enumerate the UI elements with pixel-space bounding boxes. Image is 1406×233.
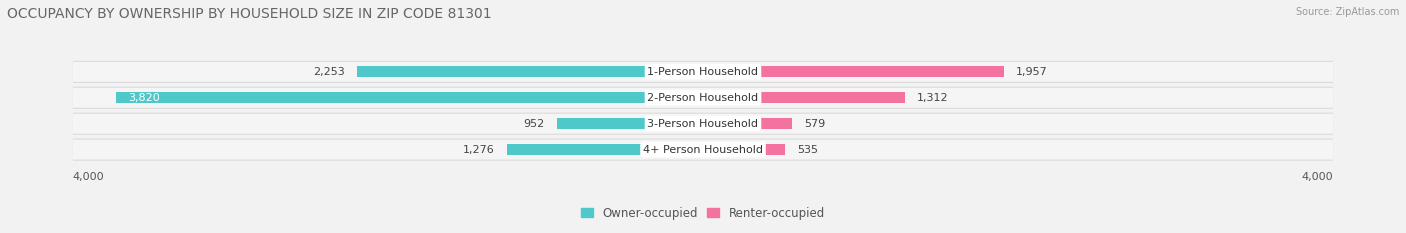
Text: Source: ZipAtlas.com: Source: ZipAtlas.com <box>1295 7 1399 17</box>
Text: 1,957: 1,957 <box>1017 67 1047 77</box>
Bar <box>508 144 703 155</box>
Text: 3,820: 3,820 <box>128 93 160 103</box>
Text: 3-Person Household: 3-Person Household <box>648 119 758 129</box>
Bar <box>557 118 703 129</box>
Text: 4+ Person Household: 4+ Person Household <box>643 145 763 155</box>
Text: 535: 535 <box>797 145 818 155</box>
Bar <box>703 66 1004 77</box>
Bar <box>357 66 703 77</box>
Bar <box>703 118 792 129</box>
Text: 2,253: 2,253 <box>312 67 344 77</box>
Text: 1,312: 1,312 <box>917 93 949 103</box>
Text: 1,276: 1,276 <box>463 145 495 155</box>
Text: 579: 579 <box>804 119 825 129</box>
FancyBboxPatch shape <box>73 88 1333 108</box>
Text: 952: 952 <box>523 119 544 129</box>
Legend: Owner-occupied, Renter-occupied: Owner-occupied, Renter-occupied <box>576 202 830 225</box>
Bar <box>703 144 785 155</box>
FancyBboxPatch shape <box>73 140 1333 160</box>
Text: 2-Person Household: 2-Person Household <box>647 93 759 103</box>
Bar <box>115 92 703 103</box>
Text: 1-Person Household: 1-Person Household <box>648 67 758 77</box>
FancyBboxPatch shape <box>73 62 1333 82</box>
Text: OCCUPANCY BY OWNERSHIP BY HOUSEHOLD SIZE IN ZIP CODE 81301: OCCUPANCY BY OWNERSHIP BY HOUSEHOLD SIZE… <box>7 7 492 21</box>
FancyBboxPatch shape <box>73 61 1333 83</box>
FancyBboxPatch shape <box>73 139 1333 161</box>
FancyBboxPatch shape <box>73 87 1333 109</box>
FancyBboxPatch shape <box>73 113 1333 134</box>
Bar <box>703 92 904 103</box>
FancyBboxPatch shape <box>73 113 1333 134</box>
